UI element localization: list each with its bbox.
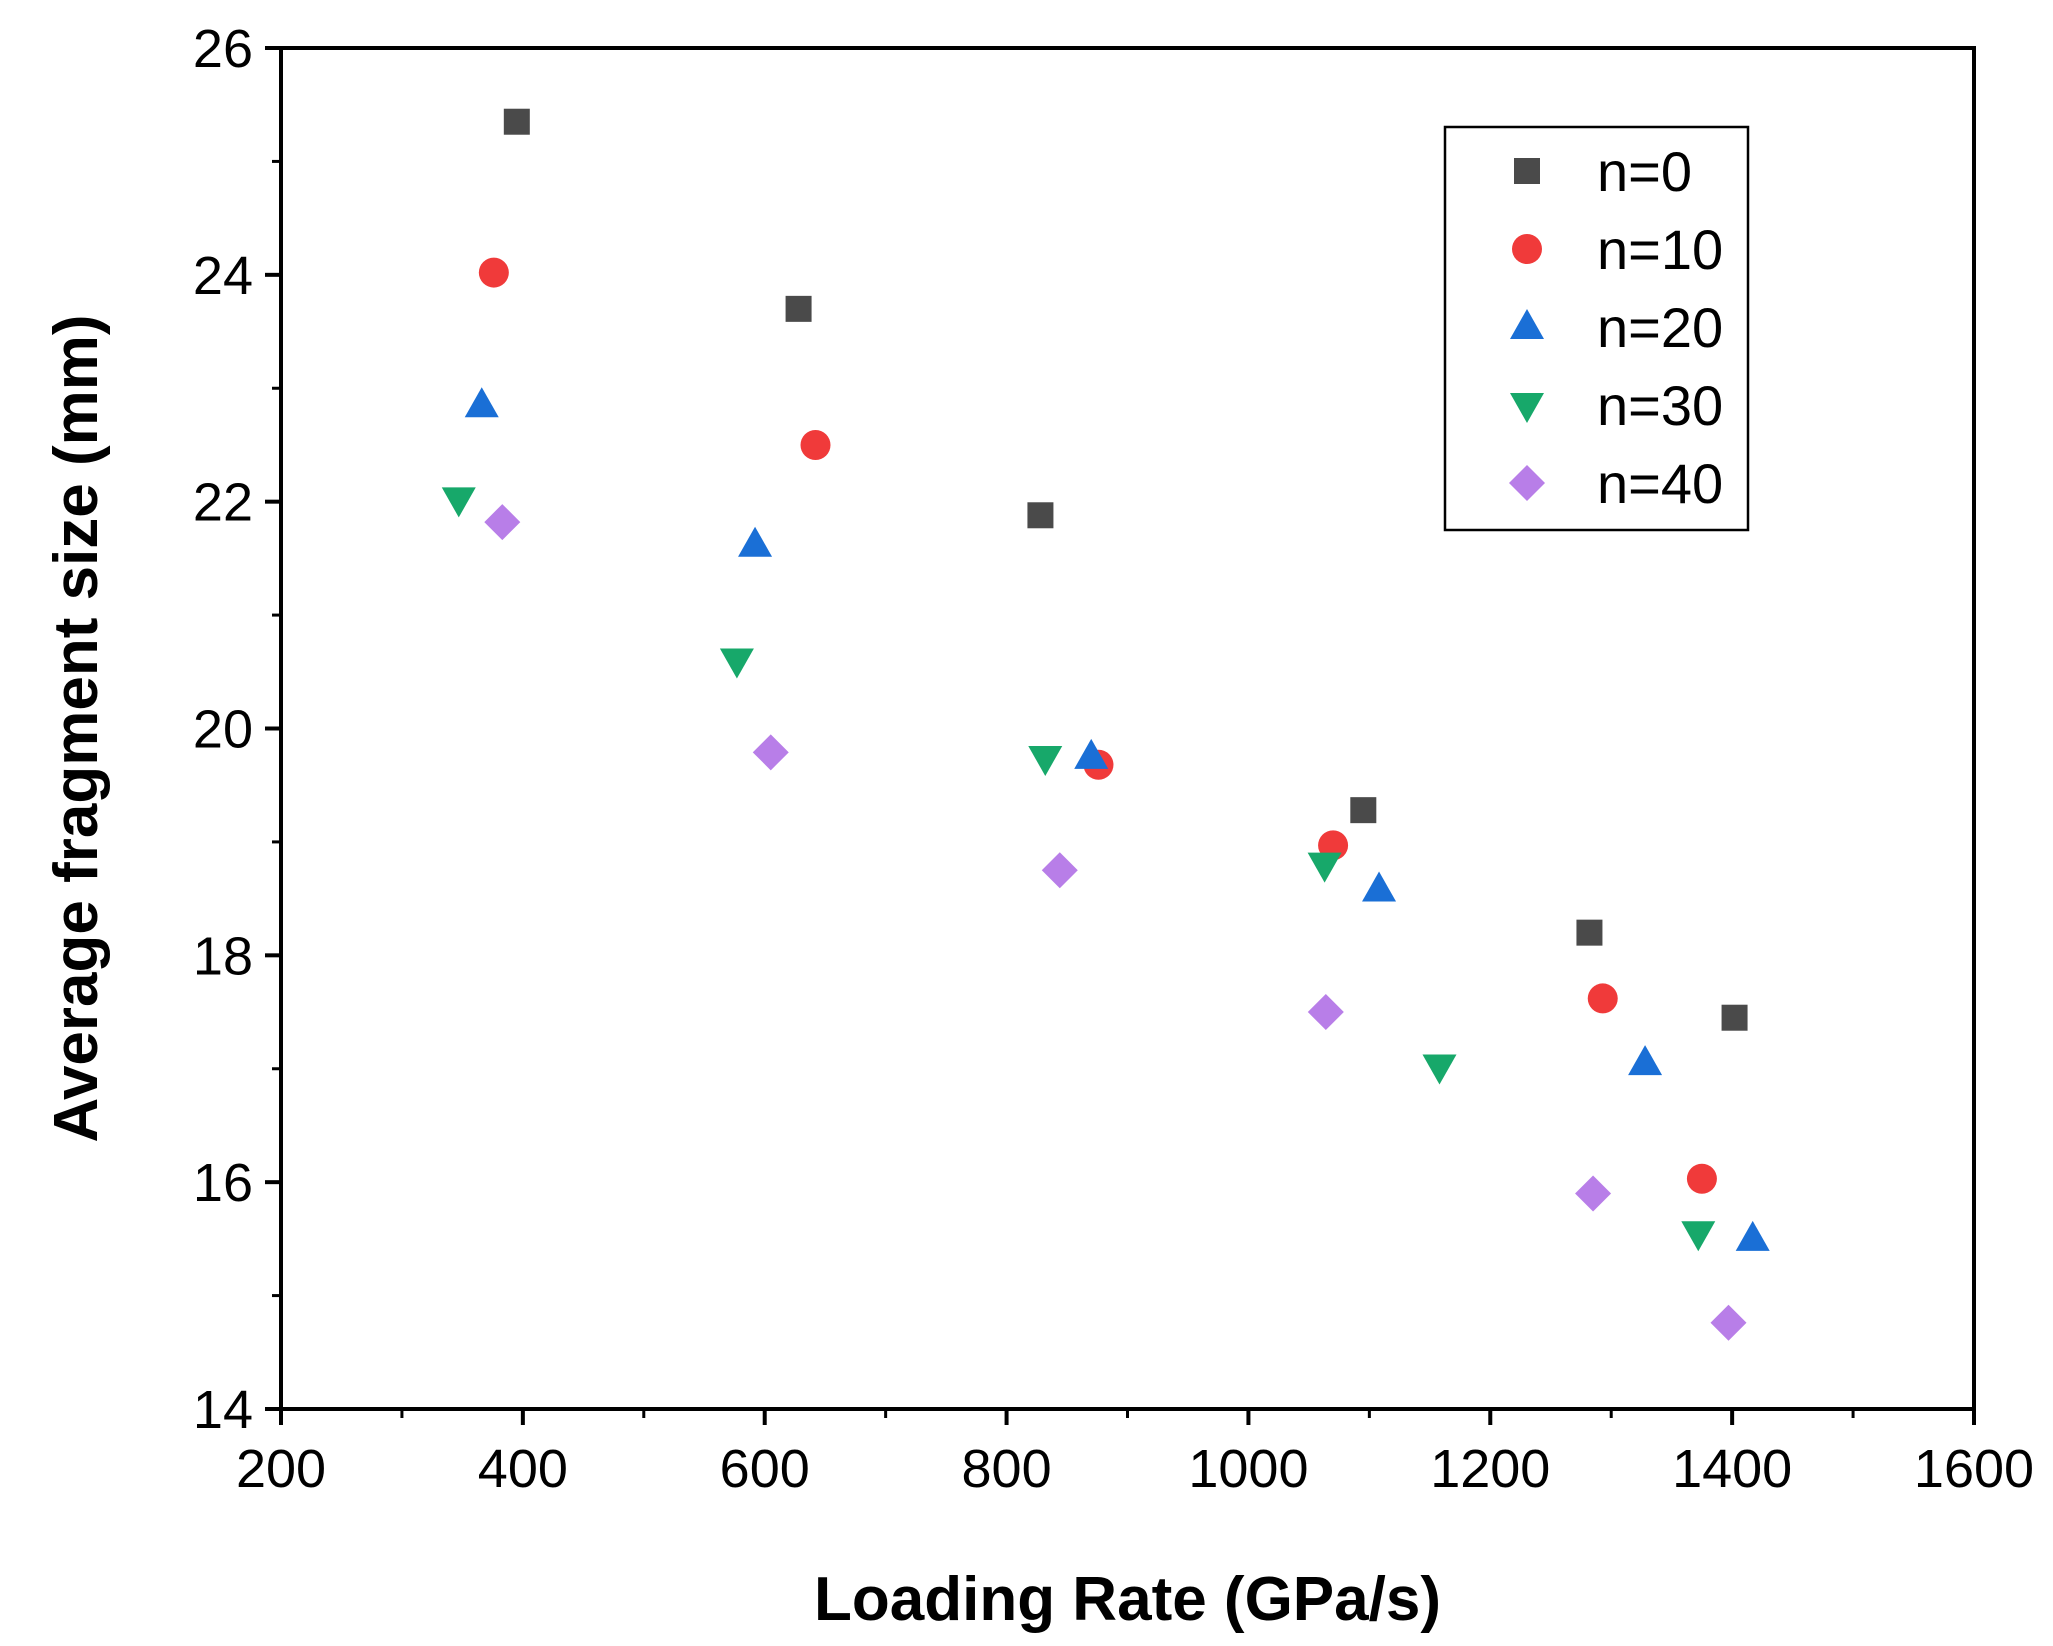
data-point: [1350, 797, 1377, 824]
legend-item: n=30: [1510, 374, 1723, 437]
series-triangle-down: [441, 487, 1716, 1252]
plot-frame: [279, 46, 1976, 1411]
data-point: [1422, 1054, 1457, 1085]
data-point: [1307, 852, 1342, 883]
data-point: [464, 387, 499, 418]
data-point: [1575, 1175, 1612, 1212]
legend-marker: [1510, 393, 1544, 423]
data-points: [441, 108, 1770, 1341]
legend-label: n=10: [1597, 218, 1723, 281]
legend-item: n=20: [1510, 296, 1723, 359]
data-point: [484, 504, 521, 541]
data-point: [478, 257, 509, 288]
data-point: [1027, 502, 1054, 529]
x-tick-label: 200: [236, 1439, 326, 1499]
y-tick-label: 26: [193, 19, 253, 79]
y-tick-label: 20: [193, 700, 253, 760]
series-triangle-up: [464, 387, 1770, 1251]
x-tick-label: 400: [478, 1439, 568, 1499]
legend: n=0 n=10 n=20 n=30 n=40: [1443, 125, 1750, 532]
data-point: [719, 648, 754, 679]
legend-label: n=20: [1597, 296, 1723, 359]
data-point: [441, 487, 476, 518]
y-tick-label: 16: [193, 1153, 253, 1213]
data-point: [1074, 738, 1109, 769]
data-point: [1041, 852, 1078, 889]
x-tick-label: 1400: [1672, 1439, 1792, 1499]
data-point: [800, 429, 831, 460]
data-point: [738, 526, 773, 557]
y-tick-label: 24: [193, 246, 253, 306]
legend-marker: [1514, 158, 1540, 184]
y-tick-label: 18: [193, 926, 253, 986]
data-point: [1028, 745, 1063, 776]
legend-box: [1443, 125, 1750, 532]
legend-label: n=40: [1597, 452, 1723, 515]
data-point: [1362, 871, 1397, 902]
legend-marker: [1509, 465, 1545, 501]
axis-ticks: 200 400 600 800 1000 1200 1400 1600 14 16 18 20 22 24…: [193, 19, 2034, 1499]
data-point: [752, 734, 789, 771]
x-tick-label: 1000: [1188, 1439, 1308, 1499]
legend-item: n=0: [1514, 140, 1692, 203]
data-point: [1307, 994, 1344, 1031]
x-tick-label: 1200: [1430, 1439, 1550, 1499]
series-diamond: [484, 504, 1747, 1341]
data-point: [1721, 1004, 1748, 1031]
x-axis-title: Loading Rate (GPa/s): [814, 1565, 1441, 1634]
legend-item: n=10: [1512, 218, 1723, 281]
x-tick-label: 1600: [1914, 1439, 2034, 1499]
series-square: [503, 108, 1748, 1031]
legend-item: n=40: [1509, 452, 1723, 515]
data-point: [1576, 919, 1603, 946]
data-point: [1686, 1163, 1717, 1194]
data-point: [785, 295, 812, 322]
data-point: [1710, 1304, 1747, 1341]
y-axis-title: Average fragment size (mm): [42, 314, 111, 1142]
legend-label: n=30: [1597, 374, 1723, 437]
data-point: [503, 108, 530, 135]
x-tick-label: 800: [962, 1439, 1052, 1499]
data-point: [1735, 1220, 1770, 1251]
data-point: [1681, 1221, 1716, 1252]
legend-marker: [1512, 234, 1542, 264]
data-point: [1587, 983, 1618, 1014]
legend-marker: [1510, 309, 1544, 339]
legend-label: n=0: [1597, 140, 1692, 203]
y-tick-label: 22: [193, 473, 253, 533]
data-point: [1628, 1045, 1663, 1076]
y-tick-label: 14: [193, 1380, 253, 1440]
x-tick-label: 600: [720, 1439, 810, 1499]
